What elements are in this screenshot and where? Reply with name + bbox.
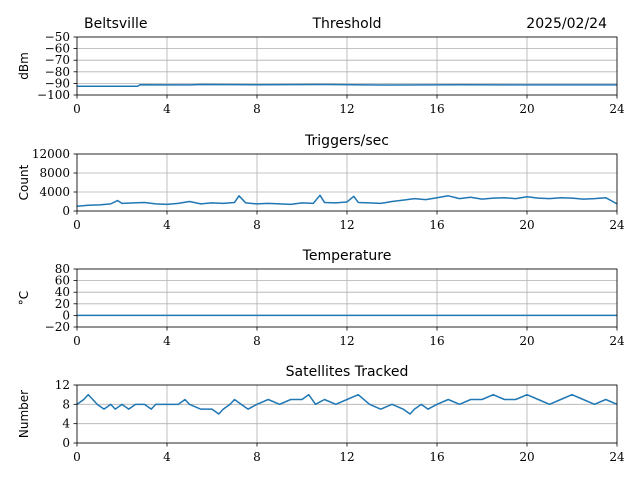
- temperature-xtick-label: 24: [609, 334, 625, 348]
- temperature-ytick-label: 60: [55, 274, 70, 288]
- triggers-sec-ytick-label: 0: [62, 204, 70, 218]
- triggers-panel: 0 4 8 12 16 20 24 0 4000 8000 12000 Triggers/sec Cou…: [17, 133, 625, 232]
- threshold-ytick-label: −100: [37, 88, 70, 102]
- satellites-tracked-ytick-label: 12: [55, 378, 70, 392]
- satellites-tracked-xtick-label: 8: [253, 450, 261, 464]
- threshold-xtick-label: 16: [429, 102, 444, 116]
- threshold-ytick-label: −50: [45, 30, 70, 44]
- threshold-xtick-label: 4: [163, 102, 171, 116]
- satellites-tracked-title: Satellites Tracked: [286, 364, 409, 380]
- threshold-xtick-label: 20: [519, 102, 534, 116]
- threshold-title: Threshold: [312, 16, 382, 32]
- satellites-tracked-ylabel: Number: [17, 390, 31, 438]
- triggers-sec-xtick-label: 8: [253, 218, 261, 232]
- threshold-ytick-label: −70: [45, 53, 70, 67]
- satellites-tracked-ytick-label: 0: [62, 436, 70, 450]
- satellites-tracked-series-line: [76, 393, 618, 415]
- triggers-sec-xtick-label: 24: [609, 218, 625, 232]
- temperature-xtick-label: 0: [73, 334, 81, 348]
- threshold-series-line: [77, 83, 617, 88]
- temperature-ytick-label: 40: [55, 285, 70, 299]
- temperature-title: Temperature: [302, 248, 392, 264]
- satellites-tracked-xtick-label: 4: [163, 450, 171, 464]
- satellites-tracked-xtick-label: 12: [339, 450, 354, 464]
- satellites-tracked-xtick-label: 20: [519, 450, 534, 464]
- satellites-tracked-xtick-label: 0: [73, 450, 81, 464]
- threshold-panel: 0 4 8 12 16 20 24 −100−90−80−70−60−50 Threshold d…: [17, 16, 625, 116]
- threshold-xtick-label: 12: [339, 102, 354, 116]
- triggers-sec-title: Triggers/sec: [304, 133, 389, 149]
- temperature-ytick-label: 80: [55, 262, 70, 276]
- satellites-tracked-ytick-label: 8: [62, 397, 70, 411]
- temperature-xtick-label: 4: [163, 334, 171, 348]
- date-label: 2025/02/24: [526, 16, 607, 32]
- temperature-ytick-label: 0: [62, 308, 70, 322]
- threshold-ytick-label: −80: [45, 65, 70, 79]
- triggers-sec-ytick-label: 4000: [39, 185, 70, 199]
- temperature-xtick-label: 8: [253, 334, 261, 348]
- triggers-sec-ytick-label: 12000: [32, 147, 70, 161]
- triggers-sec-xtick-label: 12: [339, 218, 354, 232]
- temperature-xtick-label: 20: [519, 334, 534, 348]
- site-label: Beltsville: [84, 16, 147, 32]
- temperature-xtick-label: 16: [429, 334, 444, 348]
- satellites-tracked-xtick-label: 24: [609, 450, 625, 464]
- triggers-sec-xtick-label: 4: [163, 218, 171, 232]
- triggers-sec-series-line: [76, 194, 618, 207]
- temperature-ytick-label: 20: [55, 297, 70, 311]
- satellites-tracked-ytick-label: 4: [62, 417, 70, 431]
- threshold-xtick-label: 8: [253, 102, 261, 116]
- threshold-ytick-label: −60: [45, 42, 70, 56]
- temperature-xtick-label: 12: [339, 334, 354, 348]
- satellites-panel: 0 4 8 12 16 20 24 0 4 8 12 Satellites Tracked Number: [17, 364, 625, 464]
- threshold-ylabel: dBm: [17, 52, 31, 80]
- triggers-sec-ylabel: Count: [17, 164, 31, 200]
- temperature-ylabel: °C: [17, 291, 31, 305]
- triggers-sec-xtick-label: 16: [429, 218, 444, 232]
- temperature-ytick-label: −20: [45, 320, 70, 334]
- triggers-sec-xtick-label: 20: [519, 218, 534, 232]
- threshold-ytick-label: −90: [45, 76, 70, 90]
- threshold-xtick-label: 24: [609, 102, 625, 116]
- triggers-sec-ytick-label: 8000: [39, 166, 70, 180]
- threshold-xtick-label: 0: [73, 102, 81, 116]
- satellites-tracked-xtick-label: 16: [429, 450, 444, 464]
- triggers-sec-xtick-label: 0: [73, 218, 81, 232]
